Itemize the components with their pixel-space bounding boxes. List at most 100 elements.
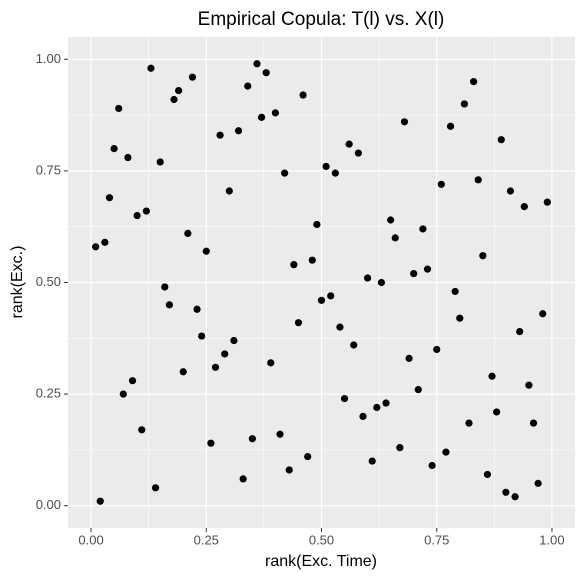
point [317, 296, 326, 304]
point [414, 386, 422, 394]
point [244, 82, 252, 90]
point [156, 158, 164, 166]
point [308, 256, 316, 264]
point [170, 95, 178, 104]
point [202, 247, 210, 255]
point [534, 479, 542, 487]
x-tick-label: 0.50 [309, 532, 334, 547]
point [248, 435, 256, 443]
point [161, 283, 169, 291]
point [239, 475, 247, 483]
point [359, 412, 367, 421]
y-axis-title: rank(Exc.) [9, 246, 26, 319]
point [322, 162, 330, 171]
point [253, 60, 261, 68]
point [142, 207, 150, 215]
point [92, 243, 100, 251]
x-tick-label: 1.00 [539, 532, 564, 547]
point [543, 198, 551, 206]
point [188, 73, 197, 81]
point [290, 261, 298, 269]
point [493, 408, 501, 416]
point [225, 187, 233, 195]
point [502, 488, 510, 496]
point [147, 64, 155, 72]
point [230, 336, 238, 345]
point [299, 91, 307, 99]
point [396, 444, 404, 452]
point [96, 497, 104, 505]
point [382, 399, 390, 407]
point [525, 381, 533, 389]
x-tick-label: 0.25 [194, 532, 219, 547]
point [216, 131, 224, 139]
point [433, 345, 441, 354]
point [313, 220, 321, 229]
point [497, 136, 505, 144]
point [110, 144, 118, 153]
x-tick-label: 0.75 [424, 532, 449, 547]
point [138, 426, 146, 434]
x-tick-label: 0.00 [78, 532, 103, 547]
point [257, 113, 266, 121]
y-tick-label: 0.75 [36, 162, 61, 177]
point [391, 234, 399, 242]
point [340, 394, 349, 403]
point [373, 403, 381, 412]
point [516, 328, 524, 336]
point [184, 229, 192, 237]
point [368, 457, 376, 465]
point [345, 140, 353, 148]
point [165, 301, 173, 309]
point [400, 118, 409, 126]
point [410, 269, 418, 278]
grid [68, 37, 575, 528]
point [377, 278, 386, 287]
point [350, 341, 358, 349]
point [336, 323, 344, 331]
point [133, 211, 141, 220]
point [460, 100, 468, 108]
point [511, 493, 519, 501]
y-tick-label: 0.50 [36, 274, 61, 289]
point [281, 169, 289, 177]
point [175, 86, 183, 95]
y-tick-label: 1.00 [36, 51, 61, 66]
point [423, 265, 432, 273]
point [363, 274, 372, 282]
point [520, 203, 528, 211]
point [276, 430, 284, 438]
point [179, 368, 187, 376]
point [428, 461, 436, 470]
point [405, 354, 413, 362]
point [294, 319, 303, 327]
chart-title: Empirical Copula: T(l) vs. X(l) [198, 9, 445, 30]
point [465, 419, 473, 427]
point [331, 169, 339, 177]
point [207, 439, 215, 447]
points [92, 60, 551, 505]
point [262, 69, 270, 77]
x-axis-title: rank(Exc. Time) [265, 553, 377, 570]
point [470, 78, 478, 86]
point [483, 470, 492, 479]
point [234, 127, 243, 135]
point [285, 466, 293, 474]
point [446, 122, 455, 130]
point [456, 314, 464, 322]
point [198, 332, 206, 340]
point [488, 372, 496, 380]
y-tick-label: 0.25 [36, 386, 61, 401]
point [442, 448, 450, 456]
point [387, 216, 395, 224]
point [419, 225, 427, 233]
point [437, 180, 445, 188]
point [451, 287, 459, 296]
point [506, 187, 515, 195]
point [105, 194, 114, 202]
point [539, 310, 547, 318]
point [354, 149, 362, 157]
point [128, 377, 137, 385]
point [474, 176, 482, 184]
